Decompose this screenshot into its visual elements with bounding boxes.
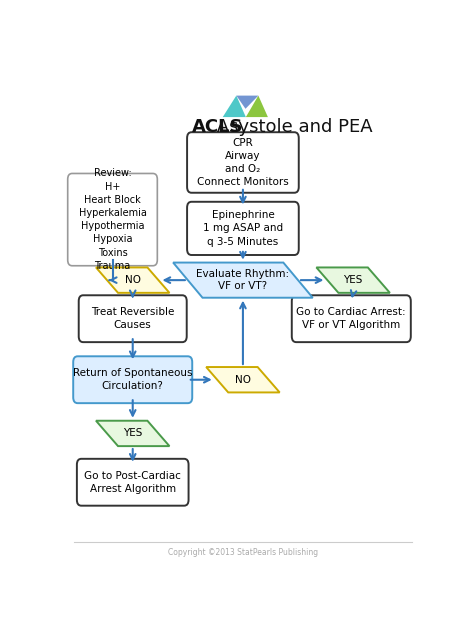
Text: NO: NO <box>235 375 251 385</box>
FancyBboxPatch shape <box>187 202 299 255</box>
Polygon shape <box>96 268 170 293</box>
Text: Go to Cardiac Arrest:
VF or VT Algorithm: Go to Cardiac Arrest: VF or VT Algorithm <box>296 307 406 330</box>
Polygon shape <box>237 96 258 109</box>
FancyBboxPatch shape <box>79 295 187 342</box>
Polygon shape <box>246 96 268 117</box>
Text: Asystole and PEA: Asystole and PEA <box>211 119 373 136</box>
Polygon shape <box>206 367 280 392</box>
FancyBboxPatch shape <box>187 133 299 193</box>
Text: Copyright ©2013 StatPearls Publishing: Copyright ©2013 StatPearls Publishing <box>168 548 318 557</box>
FancyBboxPatch shape <box>77 459 189 506</box>
Text: Epinephrine
1 mg ASAP and
q 3-5 Minutes: Epinephrine 1 mg ASAP and q 3-5 Minutes <box>203 210 283 247</box>
Text: Treat Reversible
Causes: Treat Reversible Causes <box>91 307 174 330</box>
Text: ACLS: ACLS <box>191 119 243 136</box>
Polygon shape <box>316 268 390 293</box>
Polygon shape <box>223 96 246 117</box>
Text: YES: YES <box>123 429 142 439</box>
Text: NO: NO <box>125 275 141 285</box>
FancyBboxPatch shape <box>292 295 411 342</box>
Text: Go to Post-Cardiac
Arrest Algorithm: Go to Post-Cardiac Arrest Algorithm <box>84 470 181 494</box>
Polygon shape <box>96 421 170 446</box>
Text: Review:
H+
Heart Block
Hyperkalemia
Hypothermia
Hypoxia
Toxins
Trauma: Review: H+ Heart Block Hyperkalemia Hypo… <box>79 169 146 271</box>
Text: CPR
Airway
and O₂
Connect Monitors: CPR Airway and O₂ Connect Monitors <box>197 138 289 187</box>
Polygon shape <box>173 262 313 298</box>
FancyBboxPatch shape <box>73 356 192 403</box>
Text: Return of Spontaneous
Circulation?: Return of Spontaneous Circulation? <box>73 368 192 391</box>
Text: YES: YES <box>344 275 363 285</box>
FancyBboxPatch shape <box>68 174 157 266</box>
Text: Evaluate Rhythm:
VF or VT?: Evaluate Rhythm: VF or VT? <box>196 269 290 291</box>
